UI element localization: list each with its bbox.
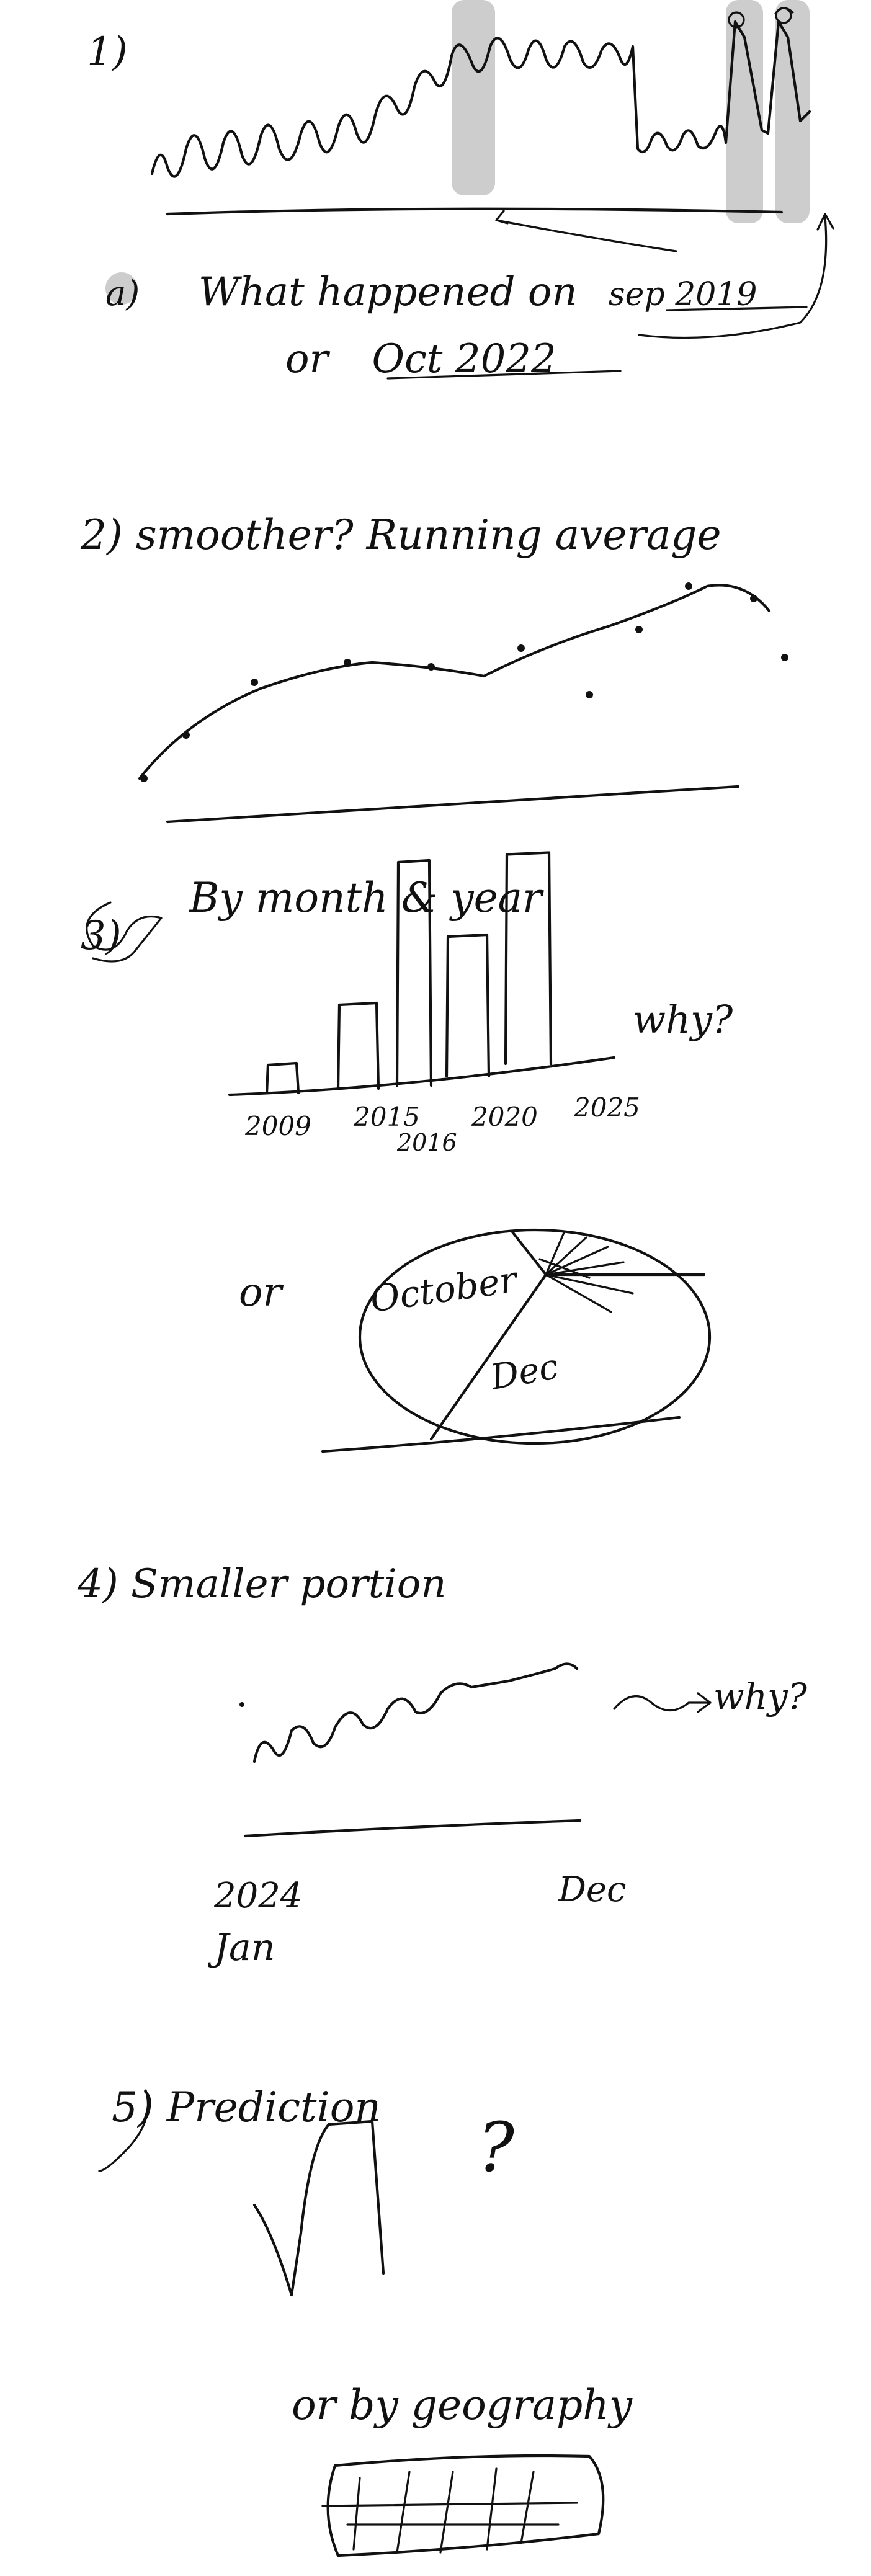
scatter-point — [344, 659, 351, 666]
timeseries-line — [150, 20, 811, 178]
bar-2020 — [445, 933, 491, 1078]
section-3: 3) By month & year 2009 2015 2016 2020 2… — [81, 851, 733, 1453]
section-3-heading: By month & year — [189, 874, 544, 922]
scatter-point — [685, 582, 692, 590]
section-2-heading: 2) smoother? Running average — [80, 511, 721, 559]
underline-oct2022 — [386, 370, 622, 380]
scatter-point — [182, 731, 190, 739]
bar-chart-x-axis — [228, 1056, 616, 1097]
bar-2015 — [336, 1001, 380, 1090]
prediction-question-mark: ? — [478, 2108, 515, 2187]
running-average-curve — [138, 584, 771, 780]
scatter-point — [517, 644, 525, 652]
section-4: 4) Smaller portion why? 2024 Jan Dec — [77, 1561, 808, 1969]
scatter-point — [251, 679, 258, 686]
section-5-bracket — [98, 2089, 149, 2172]
bar-tick-label: 2025 — [573, 1092, 640, 1123]
arrow-to-sep2019 — [638, 216, 828, 339]
stray-dot — [239, 1702, 244, 1707]
start-sublabel: Jan — [207, 1926, 275, 1969]
section-3-number: 3) — [81, 913, 122, 959]
highlight-band-2 — [726, 0, 763, 223]
scatter-point — [140, 775, 148, 782]
pie-label-dec: Dec — [487, 1347, 561, 1398]
end-label: Dec — [558, 1870, 626, 1910]
smaller-portion-x-axis — [243, 1819, 582, 1838]
bar-2025 — [504, 851, 553, 1066]
pie-label-october: October — [367, 1258, 521, 1321]
bar-tick-label: 2009 — [244, 1111, 311, 1141]
scatter-point — [635, 626, 643, 633]
bar-2016 — [395, 858, 433, 1087]
pie-outline — [358, 1228, 712, 1445]
section-1-subnumber: a) — [105, 274, 140, 314]
scatter-point — [427, 663, 435, 671]
scatter-point — [750, 595, 757, 602]
arrow-head-2 — [816, 213, 834, 231]
question-line-1: What happened on sep 2019 — [199, 269, 757, 315]
section-5: 5) Prediction ? or by geography — [98, 2084, 633, 2557]
bar-chart: 2009 2015 2016 2020 2025 — [228, 851, 640, 1156]
spike-marker-2-tick — [774, 7, 794, 15]
smaller-portion-line — [252, 1662, 579, 1763]
scatter-point — [781, 654, 788, 661]
section-1-number: 1) — [87, 29, 128, 75]
pie-chart: October Dec — [358, 1228, 712, 1445]
section-4-side-question: why? — [713, 1675, 808, 1718]
question-line-2-prefix: or — [285, 336, 331, 382]
geography-label: or by geography — [292, 2381, 633, 2429]
section-1: 1) a) What happened on sep 2019 or Oct 2… — [87, 0, 834, 382]
timeseries-x-axis — [166, 207, 784, 216]
underline-sep2019 — [666, 306, 808, 311]
bar-chart-bars — [265, 851, 553, 1095]
bar-tick-label: 2020 — [471, 1102, 538, 1132]
arrow-to-oct2022 — [495, 219, 677, 252]
subnumber-highlight — [105, 272, 138, 305]
side-arrow — [613, 1692, 712, 1713]
geography-box — [326, 2454, 605, 2557]
section-3-number-ring — [86, 901, 163, 963]
start-label: 2024 — [213, 1876, 303, 1916]
bar-tick-label: 2015 — [353, 1102, 420, 1132]
question-line-1-date: sep 2019 — [609, 276, 757, 313]
pie-small-slices — [538, 1230, 634, 1313]
scatter-point — [586, 691, 593, 698]
highlight-band-3 — [775, 0, 810, 223]
section-3-side-question: why? — [633, 997, 733, 1042]
question-line-1-prefix: What happened on — [199, 269, 578, 315]
highlight-band-1 — [452, 0, 495, 195]
geography-grid-sketch — [321, 2454, 605, 2557]
section-4-heading: 4) Smaller portion — [77, 1561, 447, 1607]
pie-baseline — [321, 1415, 681, 1453]
bar-2009 — [265, 1061, 300, 1095]
running-average-x-axis — [166, 785, 740, 824]
spike-marker-1 — [728, 11, 745, 29]
geography-grid-lines — [321, 2467, 578, 2554]
section-2: 2) smoother? Running average — [80, 511, 788, 824]
pie-or-label: or — [239, 1270, 284, 1316]
arrow-head-1 — [495, 210, 509, 225]
prediction-curve — [252, 2119, 385, 2297]
bar-tick-label: 2016 — [396, 1129, 457, 1156]
bar-chart-tick-labels: 2009 2015 2016 2020 2025 — [244, 1092, 640, 1156]
